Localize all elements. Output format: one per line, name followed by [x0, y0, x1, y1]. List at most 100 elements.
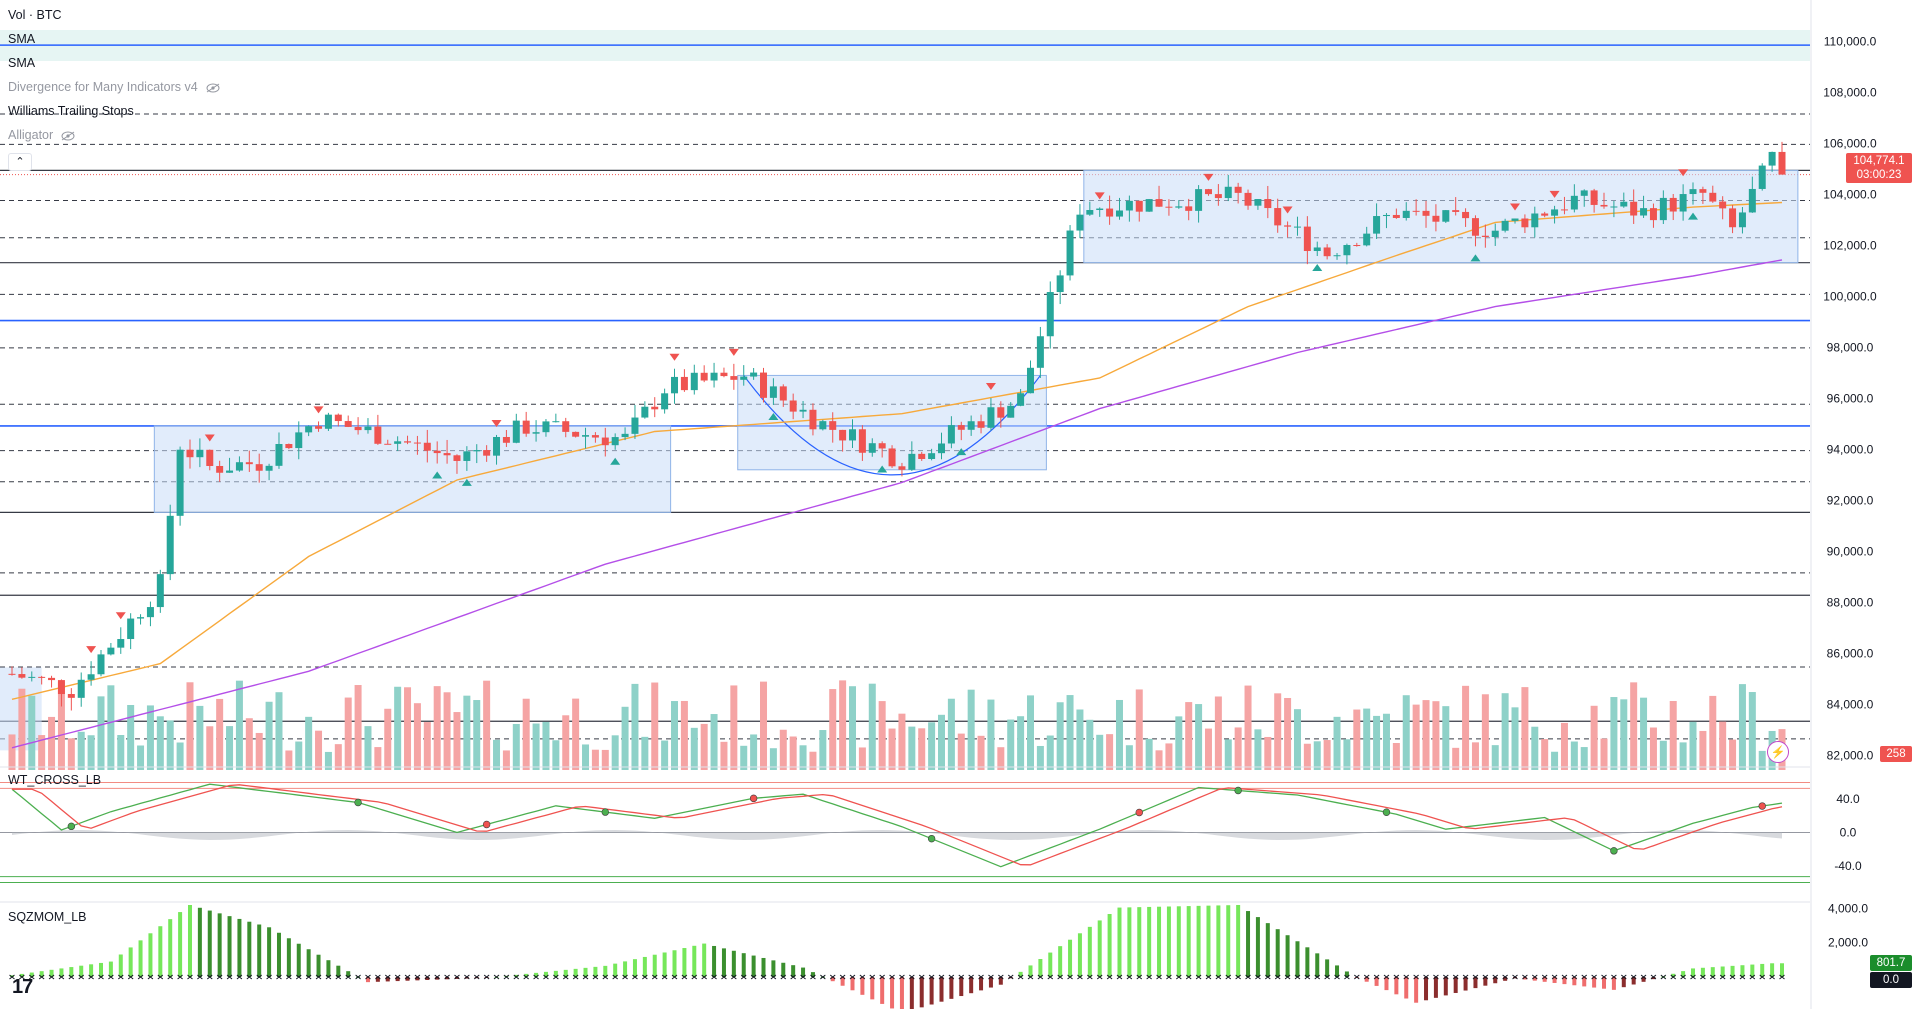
- candle-body[interactable]: [1649, 208, 1657, 221]
- candle-body[interactable]: [384, 443, 392, 445]
- candle-body[interactable]: [235, 462, 243, 471]
- candle-body[interactable]: [1719, 201, 1727, 209]
- candle-body[interactable]: [1293, 226, 1301, 228]
- candle-body[interactable]: [937, 443, 945, 454]
- candle-body[interactable]: [888, 448, 896, 467]
- candle-body[interactable]: [127, 618, 135, 640]
- candle-body[interactable]: [1610, 206, 1618, 208]
- candle-body[interactable]: [1758, 165, 1766, 189]
- candle-body[interactable]: [413, 442, 421, 444]
- candle-body[interactable]: [1531, 213, 1539, 228]
- candle-body[interactable]: [1659, 197, 1667, 221]
- candle-body[interactable]: [997, 407, 1005, 418]
- candle-body[interactable]: [1145, 199, 1153, 212]
- candle-body[interactable]: [374, 426, 382, 444]
- candle-body[interactable]: [463, 451, 471, 461]
- candle-body[interactable]: [760, 372, 768, 398]
- lightning-icon[interactable]: ⚡: [1767, 741, 1789, 763]
- candle-body[interactable]: [1046, 292, 1054, 337]
- candle-body[interactable]: [324, 414, 332, 429]
- candle-body[interactable]: [1699, 189, 1707, 193]
- candle-body[interactable]: [245, 462, 253, 465]
- candle-body[interactable]: [334, 414, 342, 422]
- candle-body[interactable]: [216, 465, 224, 473]
- candle-body[interactable]: [651, 406, 659, 410]
- candle-body[interactable]: [1590, 190, 1598, 205]
- candle-body[interactable]: [97, 654, 105, 675]
- candle-body[interactable]: [947, 425, 955, 444]
- candle-body[interactable]: [77, 679, 85, 698]
- candle-body[interactable]: [265, 465, 273, 471]
- candle-body[interactable]: [789, 400, 797, 412]
- candle-body[interactable]: [186, 449, 194, 458]
- candle-body[interactable]: [987, 407, 995, 428]
- candle-body[interactable]: [690, 372, 698, 391]
- candle-body[interactable]: [779, 386, 787, 401]
- candle-body[interactable]: [1580, 190, 1588, 196]
- candle-body[interactable]: [1729, 208, 1737, 228]
- candle-body[interactable]: [532, 432, 540, 434]
- candle-body[interactable]: [1541, 213, 1549, 216]
- candle-body[interactable]: [562, 421, 570, 432]
- candle-body[interactable]: [57, 680, 65, 695]
- wt-pane-label[interactable]: WT_CROSS_LB: [8, 773, 102, 787]
- candle-body[interactable]: [611, 437, 619, 446]
- candle-body[interactable]: [493, 436, 501, 456]
- candle-body[interactable]: [1511, 218, 1519, 221]
- candle-body[interactable]: [1471, 218, 1479, 236]
- candle-body[interactable]: [1551, 209, 1559, 216]
- candle-body[interactable]: [146, 607, 154, 618]
- candle-body[interactable]: [1135, 200, 1143, 212]
- candle-body[interactable]: [1382, 214, 1390, 217]
- candle-body[interactable]: [8, 673, 16, 675]
- candle-body[interactable]: [1768, 151, 1776, 166]
- candle-body[interactable]: [1491, 230, 1499, 237]
- candle-body[interactable]: [1333, 255, 1341, 257]
- candle-body[interactable]: [1036, 336, 1044, 368]
- candle-body[interactable]: [582, 435, 590, 437]
- candle-body[interactable]: [87, 674, 95, 680]
- candle-body[interactable]: [433, 450, 441, 454]
- candle-body[interactable]: [226, 470, 234, 473]
- candle-body[interactable]: [740, 376, 748, 380]
- candle-body[interactable]: [1363, 233, 1371, 246]
- candle-body[interactable]: [1274, 208, 1282, 226]
- candle-body[interactable]: [483, 450, 491, 456]
- candle-body[interactable]: [166, 515, 174, 575]
- candle-body[interactable]: [18, 674, 26, 678]
- candle-body[interactable]: [918, 453, 926, 459]
- candle-body[interactable]: [601, 437, 609, 446]
- candle-body[interactable]: [1630, 201, 1638, 216]
- candle-body[interactable]: [1738, 212, 1746, 228]
- candle-body[interactable]: [1640, 208, 1648, 216]
- candle-body[interactable]: [522, 420, 530, 434]
- candle-body[interactable]: [48, 677, 56, 681]
- candle-body[interactable]: [512, 420, 520, 443]
- candle-body[interactable]: [295, 432, 303, 449]
- candle-body[interactable]: [354, 426, 362, 431]
- candle-body[interactable]: [344, 421, 352, 427]
- candle-body[interactable]: [67, 694, 75, 698]
- candle-body[interactable]: [720, 372, 728, 377]
- candle-body[interactable]: [977, 421, 985, 428]
- candle-body[interactable]: [671, 376, 679, 394]
- candle-body[interactable]: [206, 449, 214, 466]
- candle-body[interactable]: [1076, 214, 1084, 231]
- indicator-divergence-label[interactable]: Divergence for Many Indicators v4: [8, 80, 220, 94]
- candle-body[interactable]: [858, 429, 866, 453]
- candle-body[interactable]: [829, 421, 837, 430]
- candle-body[interactable]: [1442, 210, 1450, 222]
- candle-body[interactable]: [1204, 189, 1212, 195]
- candle-body[interactable]: [196, 449, 204, 458]
- candle-body[interactable]: [1313, 247, 1321, 252]
- candle-body[interactable]: [255, 464, 263, 471]
- candle-body[interactable]: [631, 417, 639, 434]
- candle-body[interactable]: [1373, 216, 1381, 234]
- candle-body[interactable]: [898, 466, 906, 470]
- candle-body[interactable]: [809, 409, 817, 430]
- candle-body[interactable]: [1748, 188, 1756, 213]
- candle-body[interactable]: [552, 421, 560, 423]
- candle-body[interactable]: [769, 386, 777, 398]
- candle-body[interactable]: [799, 409, 807, 412]
- candle-body[interactable]: [1353, 245, 1361, 247]
